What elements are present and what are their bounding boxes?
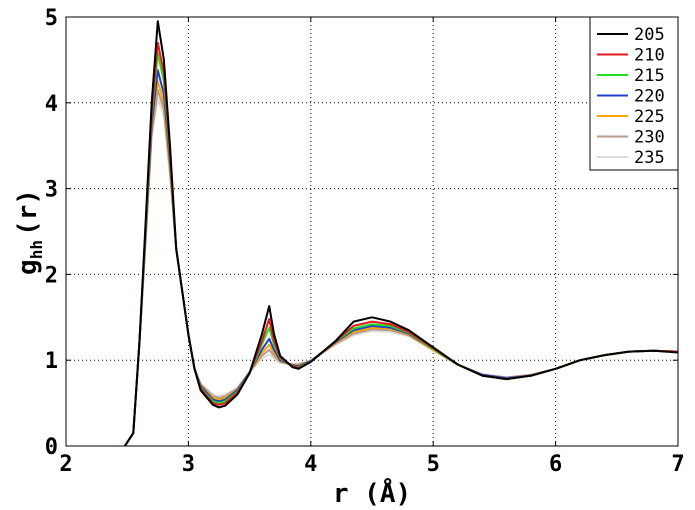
plot-background [66, 17, 678, 446]
y-tick-label: 3 [45, 178, 58, 203]
legend-label-225: 225 [634, 107, 665, 127]
legend-box [589, 16, 679, 171]
x-tick-label: 7 [671, 452, 684, 477]
y-axis-label-main: g [13, 259, 43, 275]
tick-labels: 2 3 4 5 6 7 0 1 2 3 4 5 [45, 6, 685, 477]
y-tick-label: 1 [45, 349, 58, 374]
y-axis-label: ghh (r) [13, 189, 46, 275]
y-tick-label: 5 [45, 6, 58, 31]
legend-label-215: 215 [634, 66, 665, 86]
legend-label-230: 230 [634, 128, 665, 148]
x-axis-label: r (Å) [333, 477, 411, 509]
y-axis-label-tail: (r) [13, 189, 43, 236]
x-tick-label: 4 [304, 452, 317, 477]
x-tick-label: 2 [59, 452, 72, 477]
x-tick-label: 6 [549, 452, 562, 477]
y-tick-label: 0 [45, 435, 58, 460]
y-tick-label: 2 [45, 263, 58, 288]
y-axis-label-subscript: hh [27, 240, 46, 259]
legend-label-210: 210 [634, 46, 665, 66]
legend-label-235: 235 [634, 148, 665, 168]
plot-frame [65, 16, 679, 447]
series-line-205 [123, 20, 679, 447]
x-tick-label: 3 [182, 452, 195, 477]
legend-label-220: 220 [634, 87, 665, 107]
x-tick-label: 5 [427, 452, 440, 477]
series-lines [123, 20, 679, 447]
legend-label-205: 205 [634, 25, 665, 45]
y-tick-label: 4 [45, 92, 58, 117]
